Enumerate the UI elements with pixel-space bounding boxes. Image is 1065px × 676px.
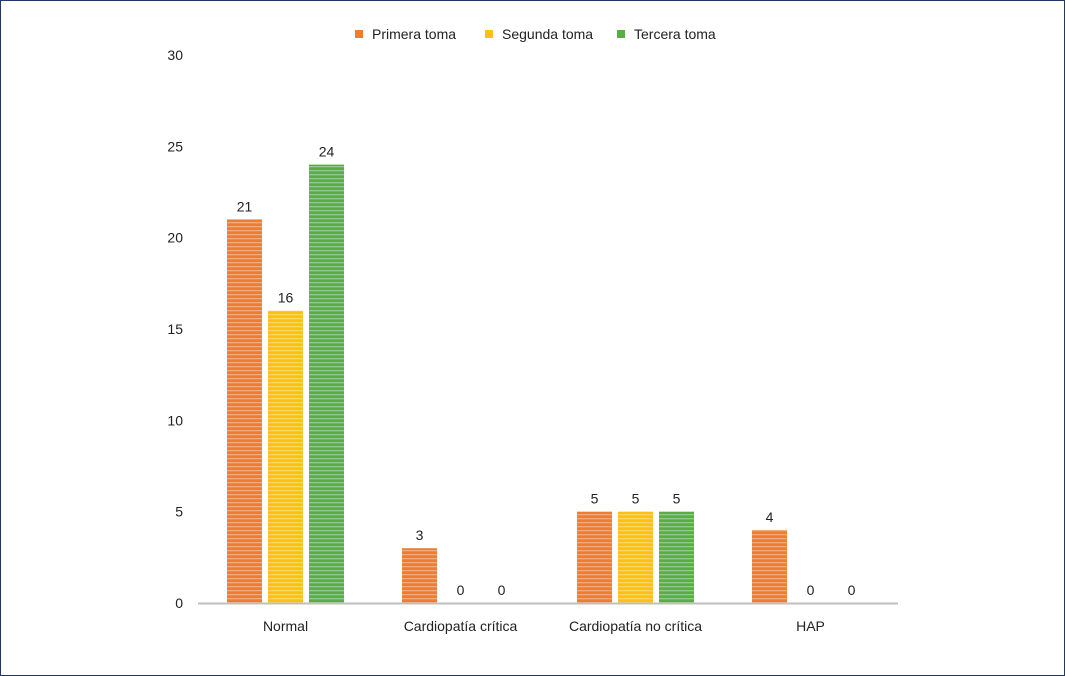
x-tick-label: Normal [263,618,308,634]
legend-swatch-3 [617,30,625,38]
y-tick-label: 10 [167,412,183,428]
y-tick-label: 20 [167,230,183,246]
data-label: 0 [498,582,506,598]
legend-swatch-2 [485,30,493,38]
data-label: 5 [673,491,681,507]
legend-swatch-1 [355,30,363,38]
bar-1-3 [577,511,612,603]
x-tick-label: Cardiopatía no crítica [569,618,702,634]
legend-label-2: Segunda toma [502,26,593,42]
data-label: 0 [848,582,856,598]
y-tick-label: 5 [175,504,183,520]
y-axis: 0 5 10 15 20 25 30 [167,47,183,611]
bar-1-2 [402,548,437,603]
data-label: 24 [319,144,335,160]
x-axis: Normal Cardiopatía crítica Cardiopatía no … [198,602,898,634]
legend-label-1: Primera toma [372,26,456,42]
bars: 21 16 24 3 0 0 5 5 5 4 0 0 [227,144,856,603]
bar-1-4 [752,529,787,603]
y-tick-label: 15 [167,321,183,337]
bar-1-1 [227,219,262,603]
legend-label-3: Tercera toma [634,26,716,42]
bar-2-1 [268,310,303,603]
bar-3-3 [659,511,694,603]
y-tick-label: 0 [175,595,183,611]
data-label: 0 [457,582,465,598]
x-tick-label: Cardiopatía crítica [404,618,518,634]
data-label: 5 [591,491,599,507]
data-label: 5 [632,491,640,507]
bar-3-1 [309,164,344,603]
bar-2-3 [618,511,653,603]
data-label: 21 [237,198,253,214]
data-label: 4 [766,509,774,525]
y-tick-label: 25 [167,138,183,154]
data-label: 16 [278,290,294,306]
y-tick-label: 30 [167,47,183,63]
legend: Primera toma Segunda toma Tercera toma [355,26,716,42]
x-tick-label: HAP [796,618,825,634]
data-label: 3 [416,527,424,543]
data-label: 0 [807,582,815,598]
